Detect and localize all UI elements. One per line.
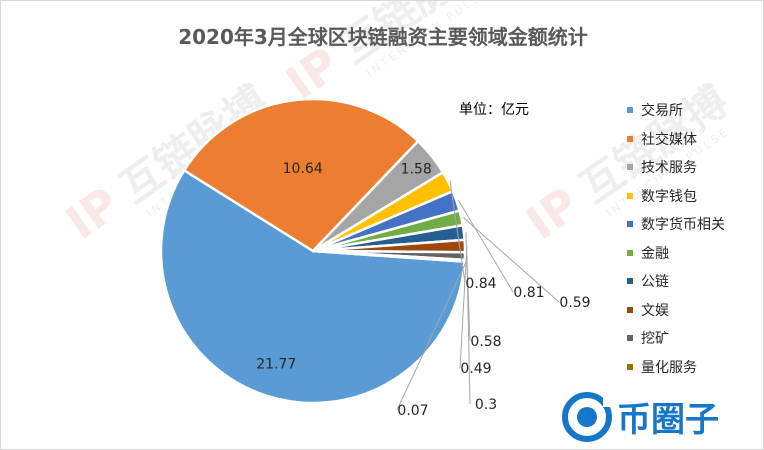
legend-swatch xyxy=(627,192,633,199)
data-label: 0.49 xyxy=(460,361,491,377)
legend-swatch xyxy=(627,363,633,370)
brand-text: 币圈子 xyxy=(617,400,719,440)
data-labels: 21.77 10.64 1.58 0.84 0.81 0.59 0.58 0.49 0.3 0.0… xyxy=(256,161,590,419)
pie-slice xyxy=(311,249,466,263)
data-label: 0.84 xyxy=(465,276,496,292)
legend: 交易所社交媒体技术服务数字钱包数字货币相关 金融公链文娱挖矿量化服务 xyxy=(627,96,725,381)
legend-item: 技术服务 xyxy=(627,153,725,182)
ip-logo-icon: IP xyxy=(516,177,589,250)
legend-item: 文娱 xyxy=(627,296,725,325)
bitcoin-circle-icon xyxy=(562,392,613,442)
data-label: 0.07 xyxy=(397,403,428,419)
chart-title: 2020年3月全球区块链融资主要领域金额统计 xyxy=(178,25,588,49)
brand-logo: 币圈子 xyxy=(557,389,757,445)
legend-item: 社交媒体 xyxy=(627,125,725,154)
pie-slice xyxy=(159,169,466,405)
legend-label: 技术服务 xyxy=(641,160,697,177)
leader-line xyxy=(449,180,466,284)
data-label: 0.58 xyxy=(470,334,501,350)
leader-line xyxy=(396,260,468,411)
legend-label: 数字钱包 xyxy=(641,188,697,205)
legend-label: 数字货币相关 xyxy=(641,217,725,234)
legend-label: 量化服务 xyxy=(641,359,697,376)
legend-item: 金融 xyxy=(627,239,725,268)
data-label: 0.3 xyxy=(475,397,497,413)
data-label: 10.64 xyxy=(283,161,323,177)
legend-label: 金融 xyxy=(641,245,669,262)
legend-item: 数字货币相关 xyxy=(627,210,725,239)
pie-slice xyxy=(182,97,420,253)
leader-line xyxy=(462,217,560,303)
legend-swatch xyxy=(627,335,633,342)
legend-swatch xyxy=(627,249,633,256)
ip-logo-icon: IP xyxy=(56,177,129,250)
legend-label: 公链 xyxy=(641,274,669,291)
legend-swatch xyxy=(627,107,633,114)
leader-lines xyxy=(396,180,560,411)
pie-slices xyxy=(159,97,467,405)
legend-swatch xyxy=(627,221,633,228)
data-label: 21.77 xyxy=(256,357,296,373)
legend-label: 文娱 xyxy=(641,302,669,319)
legend-item: 数字钱包 xyxy=(627,182,725,211)
data-label: 1.58 xyxy=(401,161,432,177)
leader-line xyxy=(457,199,514,293)
legend-label: 社交媒体 xyxy=(641,131,697,148)
data-label: 0.81 xyxy=(513,285,544,301)
legend-label: 挖矿 xyxy=(641,331,669,348)
legend-item: 量化服务 xyxy=(627,353,725,382)
legend-swatch xyxy=(627,306,633,313)
leader-line xyxy=(466,256,471,405)
legend-item: 挖矿 xyxy=(627,324,725,353)
legend-label: 交易所 xyxy=(641,103,683,120)
legend-item: 交易所 xyxy=(627,96,725,125)
legend-swatch xyxy=(627,278,633,285)
legend-item: 公链 xyxy=(627,267,725,296)
legend-swatch xyxy=(627,164,633,171)
data-label: 0.59 xyxy=(559,295,590,311)
leader-line xyxy=(459,245,468,369)
unit-label: 单位：亿元 xyxy=(459,102,529,118)
legend-swatch xyxy=(627,135,633,142)
